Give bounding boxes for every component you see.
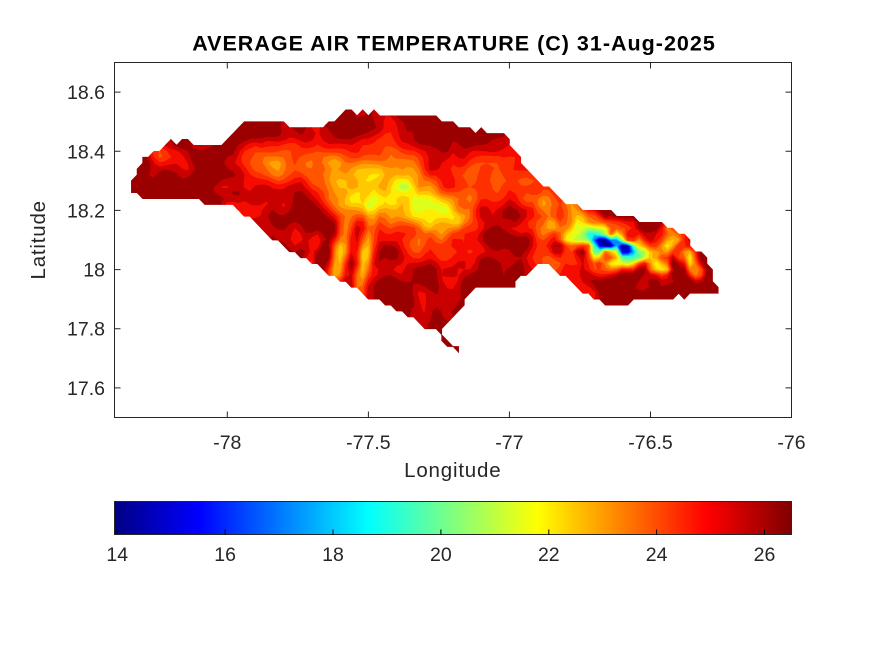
svg-text:18: 18 — [322, 544, 344, 566]
svg-text:Longitude: Longitude — [404, 459, 501, 482]
svg-text:18.6: 18.6 — [67, 82, 105, 104]
svg-text:Latitude: Latitude — [27, 200, 50, 279]
svg-text:-78: -78 — [213, 432, 241, 454]
svg-text:18: 18 — [83, 260, 105, 282]
svg-text:18.4: 18.4 — [67, 141, 105, 163]
svg-text:17.6: 17.6 — [67, 378, 105, 400]
svg-text:20: 20 — [430, 544, 452, 566]
svg-text:-76.5: -76.5 — [628, 432, 673, 454]
svg-text:17.8: 17.8 — [67, 319, 105, 341]
svg-text:18.2: 18.2 — [67, 200, 105, 222]
svg-text:16: 16 — [214, 544, 236, 566]
svg-text:AVERAGE AIR TEMPERATURE (C) 31: AVERAGE AIR TEMPERATURE (C) 31-Aug-2025 — [192, 32, 716, 56]
svg-text:26: 26 — [754, 544, 776, 566]
svg-text:-76: -76 — [777, 432, 805, 454]
svg-text:14: 14 — [106, 544, 128, 566]
svg-text:24: 24 — [646, 544, 668, 566]
svg-text:-77.5: -77.5 — [346, 432, 391, 454]
svg-text:22: 22 — [538, 544, 560, 566]
svg-text:-77: -77 — [495, 432, 523, 454]
